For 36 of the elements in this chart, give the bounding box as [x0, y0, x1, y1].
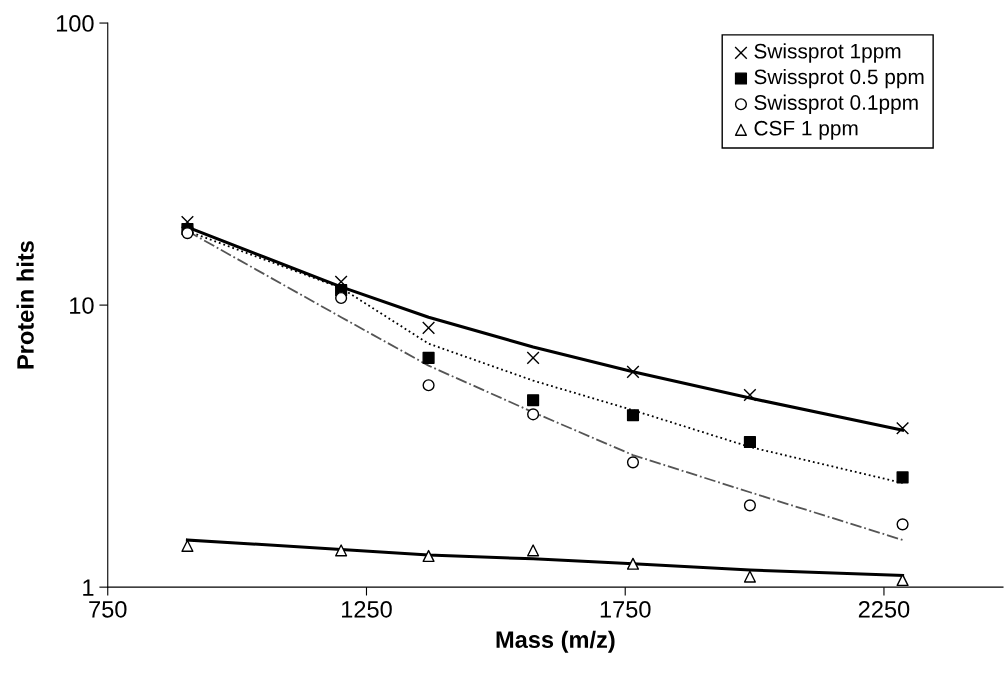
- point: [743, 388, 757, 402]
- y-axis-title: Protein hits: [16, 241, 34, 369]
- x-tick-label: 1750: [600, 600, 651, 618]
- point: [422, 351, 435, 364]
- point: [181, 539, 194, 553]
- y-tick-label: 10: [70, 297, 94, 314]
- point: [743, 570, 757, 583]
- point: [335, 544, 348, 557]
- x-tick-label: 750: [89, 600, 127, 618]
- point: [422, 379, 435, 392]
- y-tick-label: 100: [56, 15, 94, 32]
- point: [743, 435, 757, 449]
- legend-label: Swissprot 1ppm: [754, 43, 901, 63]
- point: [626, 557, 640, 570]
- point: [626, 456, 640, 469]
- point: [527, 394, 540, 407]
- point: [526, 351, 540, 365]
- x-tick-label: 1250: [342, 600, 392, 618]
- point: [626, 365, 640, 379]
- point: [335, 291, 348, 305]
- point: [181, 227, 194, 240]
- point: [626, 409, 640, 422]
- point: [896, 518, 909, 531]
- point: [896, 421, 910, 435]
- x-tick-label: 2250: [858, 600, 910, 618]
- legend-label: CSF 1 ppm: [754, 120, 858, 140]
- point: [527, 544, 540, 557]
- point: [743, 499, 757, 512]
- x-axis-title: Mass (m/z): [496, 630, 615, 653]
- legend-label: Swissprot 0.1ppm: [754, 94, 918, 114]
- point: [527, 408, 540, 421]
- legend-label: Swissprot 0.5 ppm: [754, 68, 924, 89]
- point: [422, 549, 435, 563]
- point: [422, 321, 436, 335]
- y-tick-label: 1: [83, 579, 94, 596]
- point: [896, 471, 909, 484]
